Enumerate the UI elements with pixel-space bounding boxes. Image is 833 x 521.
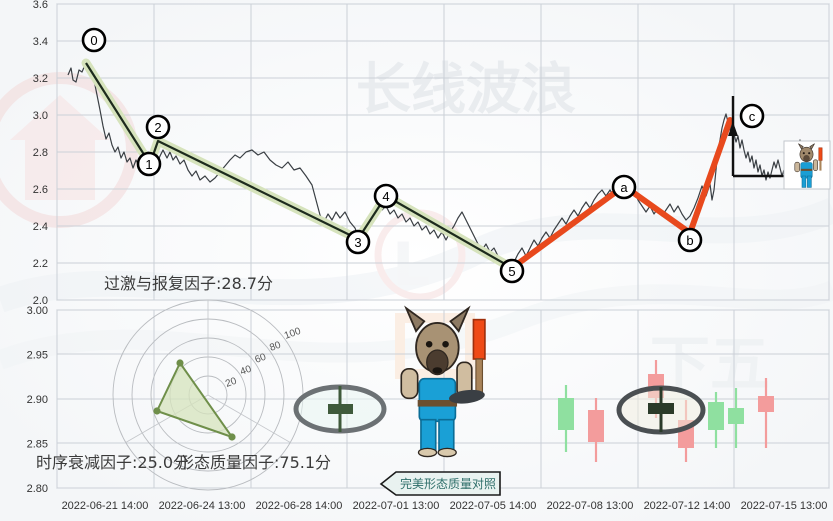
candle-body bbox=[758, 396, 774, 412]
y-tick-lower-2.90: 2.90 bbox=[27, 394, 48, 406]
x-tick-0: 2022-06-21 14:00 bbox=[62, 500, 149, 512]
radar-vertex-0 bbox=[176, 359, 184, 367]
y-tick-main-2.6: 2.6 bbox=[33, 184, 48, 196]
x-tick-6: 2022-07-12 14:00 bbox=[644, 500, 731, 512]
wave-label-3[interactable]: 3 bbox=[345, 229, 371, 255]
candlestick[interactable] bbox=[588, 398, 604, 462]
wave-label-b[interactable]: b bbox=[677, 227, 703, 253]
wave-label-circle bbox=[499, 258, 525, 284]
candle-body bbox=[558, 398, 574, 430]
wave-label-text: c bbox=[749, 109, 756, 124]
watermark-main: 长线波浪 bbox=[356, 57, 576, 121]
candle-body bbox=[728, 408, 744, 424]
matched-pattern-highlight bbox=[616, 385, 706, 435]
radar-vertex-1 bbox=[153, 407, 161, 415]
x-tick-2: 2022-06-28 14:00 bbox=[256, 500, 343, 512]
background-art: L bbox=[0, 72, 833, 379]
wave-label-circle bbox=[677, 227, 703, 253]
wave-label-circle bbox=[611, 174, 637, 200]
y-tick-lower-2.85: 2.85 bbox=[27, 439, 48, 451]
wave-label-a[interactable]: a bbox=[611, 174, 637, 200]
main-y-axis: 3.6 3.4 3.2 3.0 2.8 2.6 2.4 2.2 2.0 bbox=[33, 0, 48, 307]
wave-label-2[interactable]: 2 bbox=[145, 114, 171, 140]
y-tick-main-2.0: 2.0 bbox=[33, 295, 48, 307]
wave-label-1[interactable]: 1 bbox=[136, 151, 162, 177]
radar-scale-60: 60 bbox=[253, 352, 268, 366]
svg-text:L: L bbox=[392, 230, 430, 300]
wave-label-circle bbox=[136, 151, 162, 177]
main-price-panel[interactable]: 0 1 2 3 4 5 a b c bbox=[56, 3, 831, 301]
wave-label-5[interactable]: 5 bbox=[499, 258, 525, 284]
wave-label-text: 4 bbox=[382, 189, 389, 204]
radar-vertex-2 bbox=[228, 433, 236, 441]
candlestick[interactable] bbox=[758, 378, 774, 448]
overreaction-factor-label: 过激与报复因子:28.7分 bbox=[104, 274, 273, 293]
wave-label-text: b bbox=[686, 233, 693, 248]
wave-label-text: a bbox=[620, 180, 628, 195]
x-tick-3: 2022-07-01 13:00 bbox=[353, 500, 440, 512]
lower-y-axis: 3.00 2.95 2.90 2.85 2.80 bbox=[27, 305, 48, 495]
radar-polygon bbox=[155, 361, 235, 439]
y-tick-lower-2.95: 2.95 bbox=[27, 350, 48, 362]
y-tick-main-2.2: 2.2 bbox=[33, 258, 48, 270]
wave-label-circle bbox=[81, 27, 107, 53]
candle-body bbox=[708, 402, 724, 430]
wave-label-4[interactable]: 4 bbox=[373, 183, 399, 209]
wave-label-c[interactable]: c bbox=[739, 103, 765, 129]
radar-scale-80: 80 bbox=[268, 340, 283, 354]
corrective-wave-line bbox=[509, 117, 733, 271]
candle-body bbox=[588, 410, 604, 442]
wave-label-circle bbox=[345, 229, 371, 255]
y-tick-lower-2.80: 2.80 bbox=[27, 483, 48, 495]
wave-label-text: 3 bbox=[354, 235, 361, 250]
wave-label-circle bbox=[373, 183, 399, 209]
radar-scale-40: 40 bbox=[239, 364, 254, 378]
radar-axis-1 bbox=[207, 394, 291, 443]
x-tick-4: 2022-07-05 14:00 bbox=[450, 500, 537, 512]
x-axis: 2022-06-21 14:00 2022-06-24 13:00 2022-06-… bbox=[62, 500, 828, 512]
y-tick-lower-3.00: 3.00 bbox=[27, 305, 48, 317]
mascot-large[interactable] bbox=[400, 305, 486, 458]
callout-label: 完美形态质量对照 bbox=[400, 476, 496, 491]
decay-factor-label: 时序衰减因子:25.0分 bbox=[36, 453, 189, 472]
impulse-wave-line bbox=[85, 62, 513, 269]
pattern-quality-factor-label: 形态质量因子:75.1分 bbox=[178, 453, 331, 472]
y-tick-main-3.4: 3.4 bbox=[33, 36, 48, 48]
candlestick[interactable] bbox=[558, 385, 574, 452]
radar-scale-20: 20 bbox=[224, 376, 239, 390]
wave-label-0[interactable]: 0 bbox=[81, 27, 107, 53]
wave-label-text: 1 bbox=[145, 157, 152, 172]
wave-label-text: 0 bbox=[90, 33, 97, 48]
reference-pattern-highlight bbox=[293, 384, 387, 434]
callout-banner[interactable]: 完美形态质量对照 bbox=[379, 471, 501, 496]
y-tick-main-3.0: 3.0 bbox=[33, 110, 48, 122]
x-tick-1: 2022-06-24 13:00 bbox=[159, 500, 246, 512]
mascot-thumbnail[interactable] bbox=[783, 140, 831, 190]
wave-label-text: 2 bbox=[154, 120, 161, 135]
x-tick-7: 2022-07-15 13:00 bbox=[741, 500, 828, 512]
y-tick-main-3.2: 3.2 bbox=[33, 73, 48, 85]
candlestick[interactable] bbox=[708, 392, 724, 448]
y-tick-main-2.8: 2.8 bbox=[33, 147, 48, 159]
wave-label-circle bbox=[145, 114, 171, 140]
candlestick[interactable] bbox=[728, 388, 744, 448]
y-tick-main-2.4: 2.4 bbox=[33, 221, 48, 233]
wave-label-circle bbox=[739, 103, 765, 129]
y-tick-main-3.6: 3.6 bbox=[33, 0, 48, 11]
wave-label-group[interactable]: 0 1 2 3 4 5 a b c bbox=[81, 27, 765, 284]
wave-label-text: 5 bbox=[508, 264, 515, 279]
x-tick-5: 2022-07-08 13:00 bbox=[547, 500, 634, 512]
